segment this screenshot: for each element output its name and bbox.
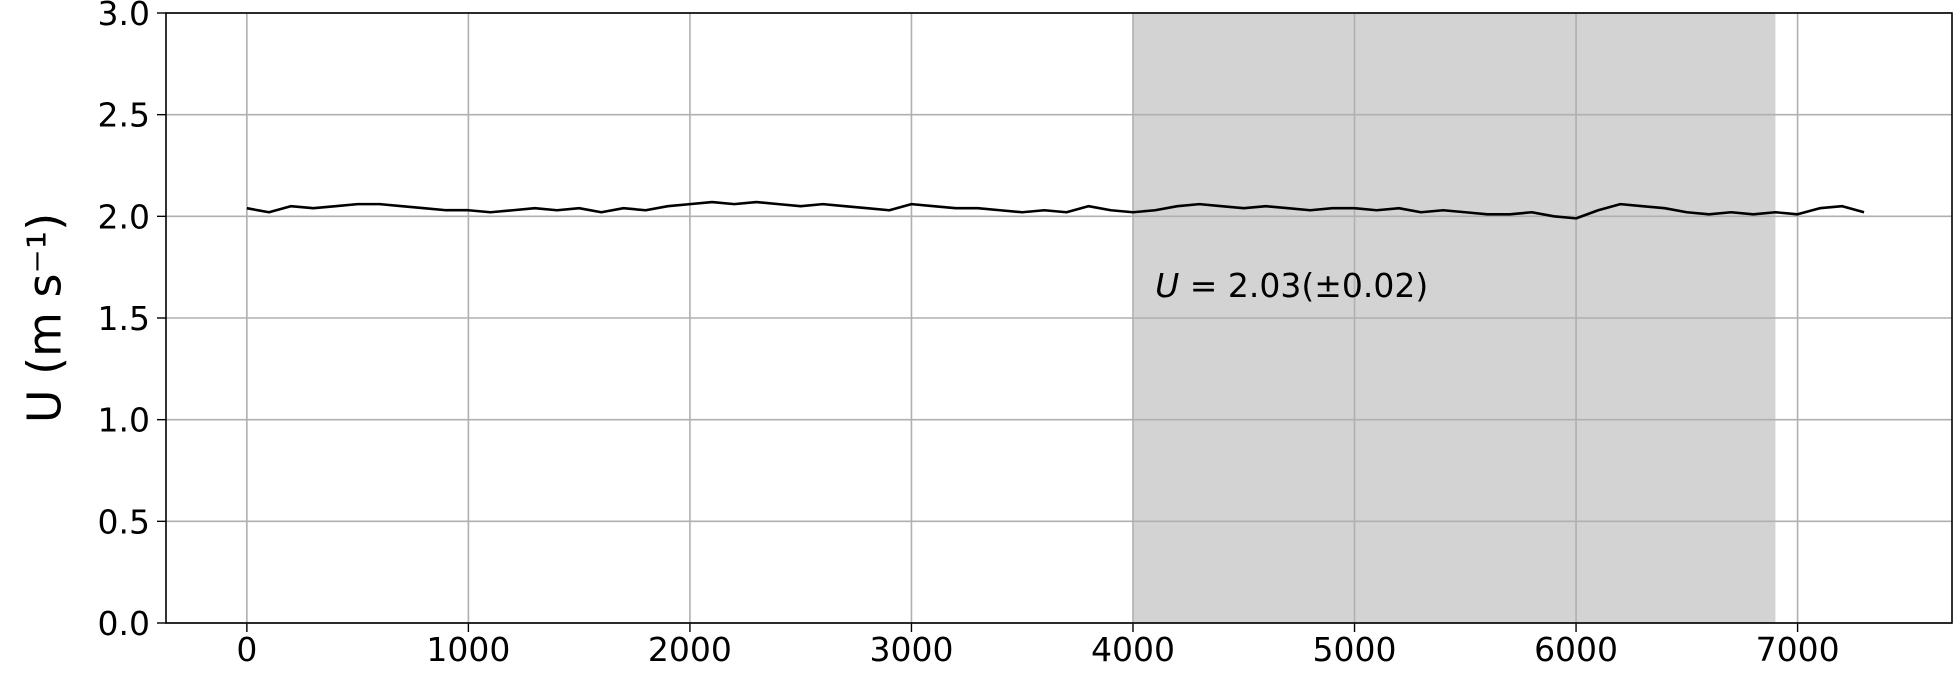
y-tick-label: 0.5	[98, 502, 150, 541]
x-tick-label: 4000	[1091, 630, 1175, 669]
x-tick-label: 2000	[648, 630, 732, 669]
x-tick-label: 3000	[869, 630, 953, 669]
annotation-text: = 2.03(±0.02)	[1179, 266, 1428, 305]
data-line	[246, 200, 1865, 220]
y-tick-label: 3.0	[98, 0, 150, 33]
x-tick-label: 0	[236, 630, 257, 669]
x-tick-label: 1000	[426, 630, 510, 669]
y-tick-label: 0.0	[98, 604, 150, 643]
x-tick-label: 5000	[1313, 630, 1397, 669]
y-tick-label: 1.5	[98, 299, 150, 338]
x-tick-label: 6000	[1534, 630, 1618, 669]
y-axis-label: U (m s⁻¹)	[18, 213, 72, 423]
y-tick-label: 2.0	[98, 197, 150, 236]
annotation-symbol: U	[1155, 266, 1179, 305]
y-tick-label: 2.5	[98, 96, 150, 135]
axes-frame	[165, 12, 1953, 624]
y-tick-label: 1.0	[98, 401, 150, 440]
x-tick-label: 7000	[1756, 630, 1840, 669]
annotation: U = 2.03(±0.02)	[1155, 266, 1428, 305]
